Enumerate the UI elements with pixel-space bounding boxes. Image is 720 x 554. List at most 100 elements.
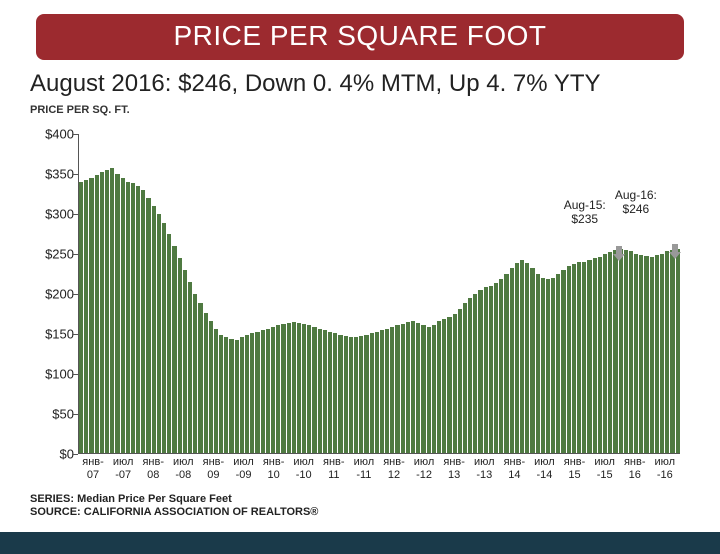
- bar: [312, 327, 316, 453]
- bar: [84, 180, 88, 453]
- bar: [401, 324, 405, 453]
- bar: [338, 335, 342, 453]
- xtick-label: янв-12: [379, 456, 409, 481]
- bar: [281, 324, 285, 453]
- bar: [229, 339, 233, 453]
- bar: [613, 250, 617, 453]
- bar: [126, 182, 130, 453]
- ytick-label: $350: [45, 167, 74, 182]
- bar: [608, 252, 612, 453]
- bar: [478, 290, 482, 453]
- bar: [178, 258, 182, 453]
- page-title-bar: PRICE PER SQUARE FOOT: [36, 14, 684, 60]
- bar: [453, 314, 457, 453]
- ytick-label: $250: [45, 247, 74, 262]
- bar: [141, 190, 145, 453]
- bar: [271, 327, 275, 453]
- bar: [167, 234, 171, 453]
- bar: [240, 337, 244, 453]
- arrow-down-icon: [613, 246, 625, 262]
- bar: [442, 319, 446, 453]
- bar: [328, 332, 332, 453]
- xtick-label: янв-08: [138, 456, 168, 481]
- bar: [582, 262, 586, 453]
- bar: [183, 270, 187, 453]
- bar: [395, 325, 399, 453]
- bar: [224, 337, 228, 453]
- bar: [255, 332, 259, 453]
- xtick-label: июл-07: [108, 456, 138, 481]
- arrow-down-icon: [669, 244, 681, 260]
- xtick-label: янв-15: [560, 456, 590, 481]
- bar: [250, 333, 254, 453]
- ytick-mark: [72, 454, 78, 455]
- bar: [333, 333, 337, 453]
- bar: [105, 170, 109, 453]
- xtick-label: июл-15: [590, 456, 620, 481]
- bar: [432, 325, 436, 453]
- bar: [541, 278, 545, 453]
- xtick-label: июл-16: [650, 456, 680, 481]
- bar: [375, 332, 379, 453]
- bar: [297, 323, 301, 453]
- footer-line-1: SERIES: Median Price Per Square Feet: [30, 493, 318, 507]
- bar: [421, 325, 425, 453]
- xtick-label: янв-11: [319, 456, 349, 481]
- bar: [380, 330, 384, 453]
- bar: [209, 321, 213, 453]
- xtick-label: янв-13: [439, 456, 469, 481]
- bar: [266, 329, 270, 453]
- bar: [323, 330, 327, 453]
- bar: [437, 321, 441, 453]
- footer-source: SERIES: Median Price Per Square Feet SOU…: [30, 493, 318, 521]
- bar: [318, 329, 322, 453]
- bar: [577, 262, 581, 453]
- bar: [121, 178, 125, 453]
- bar: [499, 279, 503, 453]
- ytick-label: $100: [45, 367, 74, 382]
- y-axis-title: PRICE PER SQ. FT.: [30, 104, 720, 116]
- ytick-label: $50: [52, 407, 74, 422]
- bar: [644, 256, 648, 453]
- bar: [655, 255, 659, 453]
- bar: [473, 294, 477, 454]
- bar: [494, 283, 498, 453]
- xtick-label: июл-14: [529, 456, 559, 481]
- xtick-label: янв-10: [259, 456, 289, 481]
- bar: [302, 324, 306, 453]
- xtick-label: июл-10: [289, 456, 319, 481]
- bar: [245, 335, 249, 453]
- xtick-label: янв-09: [198, 456, 228, 481]
- bar-series: [79, 134, 680, 453]
- xtick-label: июл-08: [168, 456, 198, 481]
- plot-area: Aug-15: $235Aug-16: $246: [78, 134, 680, 454]
- xtick-label: июл-09: [228, 456, 258, 481]
- bar: [136, 186, 140, 453]
- bar: [204, 313, 208, 453]
- bar: [463, 303, 467, 453]
- bar: [634, 254, 638, 453]
- xtick-label: июл-12: [409, 456, 439, 481]
- chart-area: $0$50$100$150$200$250$300$350$400 Aug-15…: [30, 134, 690, 474]
- bar: [468, 298, 472, 454]
- bar: [525, 263, 529, 453]
- bar: [193, 294, 197, 454]
- bar: [515, 263, 519, 453]
- bar: [624, 250, 628, 453]
- bar: [593, 258, 597, 453]
- bar: [411, 321, 415, 453]
- bar: [546, 279, 550, 453]
- bar: [359, 336, 363, 453]
- bar: [152, 206, 156, 453]
- bar: [406, 322, 410, 453]
- bar: [287, 323, 291, 453]
- subtitle: August 2016: $246, Down 0. 4% MTM, Up 4.…: [30, 70, 720, 98]
- callout-label: Aug-16: $246: [615, 188, 657, 217]
- bar: [390, 327, 394, 453]
- bar: [276, 325, 280, 453]
- bar: [349, 337, 353, 453]
- bar: [489, 286, 493, 453]
- bar: [665, 251, 669, 453]
- bar: [115, 174, 119, 453]
- bar: [146, 198, 150, 453]
